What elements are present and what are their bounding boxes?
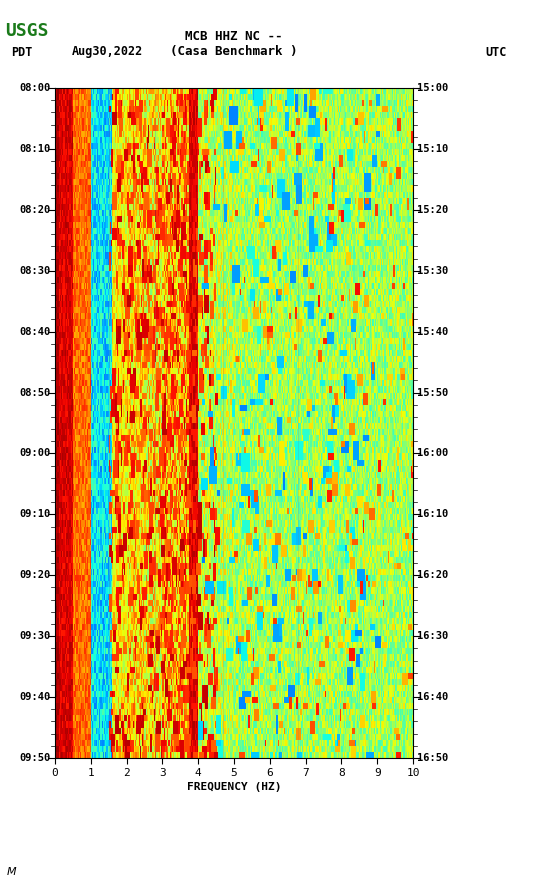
Text: 16:10: 16:10 (417, 509, 449, 520)
Text: 08:40: 08:40 (19, 327, 51, 337)
Text: 16:30: 16:30 (417, 631, 449, 641)
Text: 16:20: 16:20 (417, 571, 449, 580)
Text: 15:20: 15:20 (417, 204, 449, 215)
Text: 15:40: 15:40 (417, 327, 449, 337)
Text: (Casa Benchmark ): (Casa Benchmark ) (170, 46, 298, 59)
Text: 09:50: 09:50 (19, 753, 51, 763)
Text: 09:10: 09:10 (19, 509, 51, 520)
Text: 15:00: 15:00 (417, 83, 449, 93)
Text: 08:00: 08:00 (19, 83, 51, 93)
Text: 08:30: 08:30 (19, 266, 51, 276)
X-axis label: FREQUENCY (HZ): FREQUENCY (HZ) (187, 782, 282, 792)
Text: MCB HHZ NC --: MCB HHZ NC -- (185, 29, 283, 43)
Text: 08:50: 08:50 (19, 388, 51, 397)
Text: USGS: USGS (6, 22, 49, 40)
Text: $\mathit{M}$: $\mathit{M}$ (6, 865, 17, 877)
Text: 15:50: 15:50 (417, 388, 449, 397)
Text: 09:20: 09:20 (19, 571, 51, 580)
Text: 15:10: 15:10 (417, 144, 449, 154)
Text: PDT: PDT (11, 46, 33, 59)
Text: Aug30,2022: Aug30,2022 (72, 46, 143, 59)
Text: 16:50: 16:50 (417, 753, 449, 763)
Text: 15:30: 15:30 (417, 266, 449, 276)
Text: 08:10: 08:10 (19, 144, 51, 154)
Text: 16:00: 16:00 (417, 448, 449, 458)
Text: 08:20: 08:20 (19, 204, 51, 215)
Text: 09:00: 09:00 (19, 448, 51, 458)
Text: 16:40: 16:40 (417, 692, 449, 702)
Text: UTC: UTC (486, 46, 507, 59)
Text: 09:40: 09:40 (19, 692, 51, 702)
Text: 09:30: 09:30 (19, 631, 51, 641)
